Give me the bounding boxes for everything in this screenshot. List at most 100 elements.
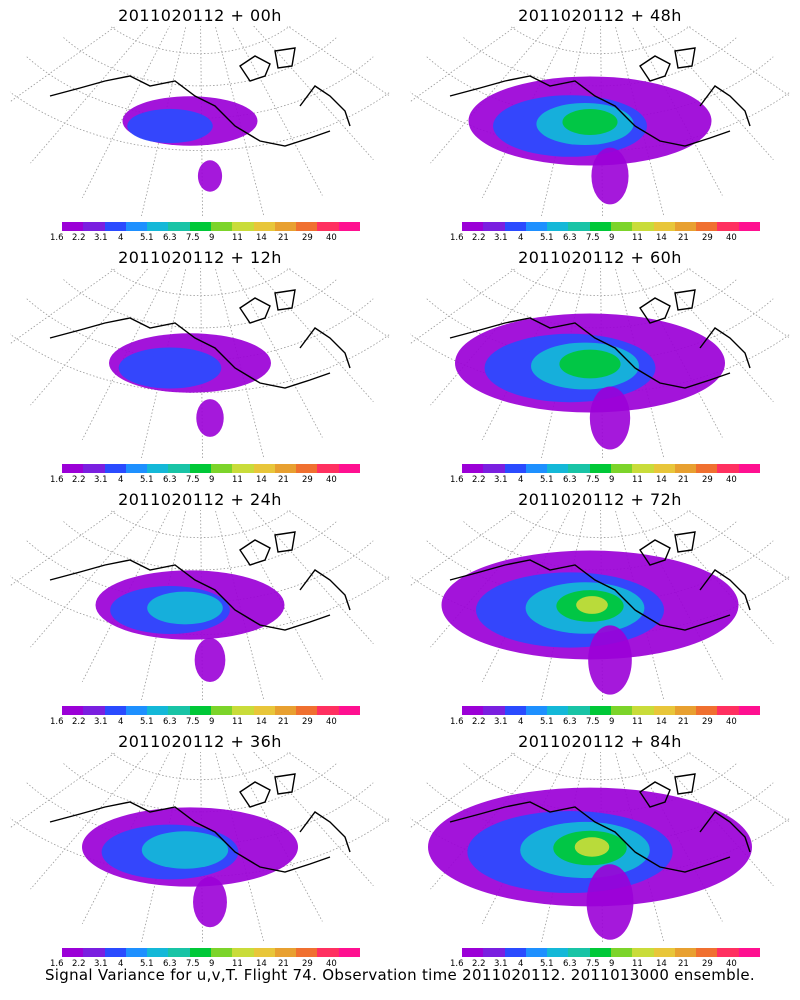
panel-title: 2011020112 + 84h: [518, 732, 682, 751]
colorbar-label: 21: [678, 233, 689, 243]
colorbar-swatch: [210, 706, 233, 715]
panel-title: 2011020112 + 48h: [518, 6, 682, 25]
variance-field: [109, 333, 271, 437]
colorbar-label: 1.6: [450, 717, 464, 727]
colorbar-labels: 1.6 2.2 3.1 4 5.1 6.3 7.5 9 11 14 21 29 40: [50, 475, 380, 487]
coastlines: [449, 773, 751, 873]
colorbar-swatch: [504, 222, 526, 231]
colorbar-swatch: [189, 464, 211, 473]
colorbar-swatch: [125, 706, 148, 715]
variance-map: [10, 752, 390, 942]
variance-field: [468, 76, 712, 205]
colorbar-label: 3.1: [494, 959, 508, 969]
map-panel: 2011020112 + 60h 1.6 2.2 3.1 4 5.1 6.3 7.5 9 11 14…: [400, 242, 800, 487]
colorbar-swatch: [189, 706, 211, 715]
colorbar-swatch: [147, 464, 169, 473]
colorbar-label: 29: [702, 475, 713, 485]
colorbar-swatch: [104, 464, 126, 473]
colorbar-swatch: [568, 464, 590, 473]
colorbar-label: 2.2: [472, 233, 486, 243]
colorbar-label: 3.1: [94, 717, 108, 727]
panel-title: 2011020112 + 36h: [118, 732, 282, 751]
colorbar-label: 11: [632, 233, 643, 243]
colorbar-swatch: [62, 948, 84, 957]
colorbar-swatch: [338, 222, 360, 231]
colorbar-swatch: [717, 706, 739, 715]
colorbar-label: 4: [118, 959, 124, 969]
colorbar-swatch: [210, 464, 233, 473]
colorbar-swatch: [83, 464, 105, 473]
colorbar-swatch: [232, 948, 254, 957]
colorbar-swatch: [274, 464, 297, 473]
colorbar-label: 2.2: [72, 233, 86, 243]
colorbar-label: 29: [302, 959, 313, 969]
colorbar-swatch: [483, 464, 505, 473]
colorbar: [462, 706, 760, 715]
colorbar-labels: 1.6 2.2 3.1 4 5.1 6.3 7.5 9 11 14 21 29 40: [450, 717, 780, 729]
colorbar-label: 6.3: [563, 959, 577, 969]
colorbar-label: 7.5: [186, 233, 200, 243]
variance-map: [410, 752, 790, 942]
colorbar-label: 11: [232, 475, 243, 485]
colorbar-label: 40: [326, 717, 337, 727]
colorbar-label: 4: [118, 475, 124, 485]
colorbar-swatch: [274, 706, 297, 715]
colorbar-swatch: [83, 948, 105, 957]
colorbar: [62, 464, 360, 473]
map-panel: 2011020112 + 00h 1.6 2.2 3.1 4 5.1 6.3 7.5 9 11 14…: [0, 0, 400, 245]
colorbar-label: 7.5: [586, 475, 600, 485]
panel-title: 2011020112 + 00h: [118, 6, 282, 25]
colorbar-swatch: [696, 706, 718, 715]
colorbar-swatch: [632, 948, 654, 957]
variance-map: [410, 26, 790, 216]
colorbar-label: 2.2: [72, 475, 86, 485]
colorbar-swatch: [83, 222, 105, 231]
colorbar: [62, 948, 360, 957]
colorbar-swatch: [610, 222, 633, 231]
colorbar-swatch: [462, 706, 484, 715]
coastlines: [449, 289, 751, 389]
colorbar-label: 29: [302, 475, 313, 485]
colorbar-label: 21: [278, 959, 289, 969]
colorbar-label: 29: [702, 233, 713, 243]
map-panel: 2011020112 + 36h 1.6 2.2 3.1 4 5.1 6.3 7.5 9 11 14…: [0, 726, 400, 971]
colorbar-label: 21: [278, 233, 289, 243]
colorbar-swatch: [717, 948, 739, 957]
colorbar-swatch: [317, 706, 339, 715]
variance-field: [82, 807, 298, 928]
colorbar-label: 14: [656, 959, 667, 969]
colorbar-swatch: [653, 948, 675, 957]
colorbar: [62, 706, 360, 715]
colorbar-swatch: [632, 222, 654, 231]
colorbar-swatch: [653, 222, 675, 231]
colorbar-label: 21: [678, 959, 689, 969]
colorbar-swatch: [674, 222, 697, 231]
colorbar-swatch: [738, 948, 760, 957]
colorbar-label: 1.6: [50, 717, 64, 727]
colorbar-label: 3.1: [494, 233, 508, 243]
colorbar-swatch: [296, 464, 318, 473]
colorbar-swatch: [610, 948, 633, 957]
colorbar-swatch: [738, 222, 760, 231]
coastlines: [49, 47, 351, 147]
colorbar-label: 21: [678, 717, 689, 727]
colorbar-label: 5.1: [540, 233, 554, 243]
colorbar-swatch: [253, 948, 275, 957]
variance-map: [10, 268, 390, 458]
colorbar-label: 3.1: [94, 233, 108, 243]
colorbar-label: 5.1: [140, 475, 154, 485]
colorbar-swatch: [168, 948, 190, 957]
map-panel: 2011020112 + 72h 1.6 2.2 3.1 4 5.1 6.3 7.5 9 11 14…: [400, 484, 800, 729]
colorbar-swatch: [504, 706, 526, 715]
colorbar-label: 1.6: [450, 475, 464, 485]
colorbar-swatch: [62, 706, 84, 715]
colorbar-label: 9: [209, 475, 215, 485]
colorbar-swatch: [483, 222, 505, 231]
colorbar-label: 14: [256, 475, 267, 485]
colorbar-swatch: [210, 948, 233, 957]
colorbar-label: 4: [118, 233, 124, 243]
colorbar-label: 5.1: [540, 475, 554, 485]
colorbar-labels: 1.6 2.2 3.1 4 5.1 6.3 7.5 9 11 14 21 29 40: [50, 959, 380, 971]
colorbar-label: 40: [726, 959, 737, 969]
colorbar-label: 2.2: [472, 717, 486, 727]
